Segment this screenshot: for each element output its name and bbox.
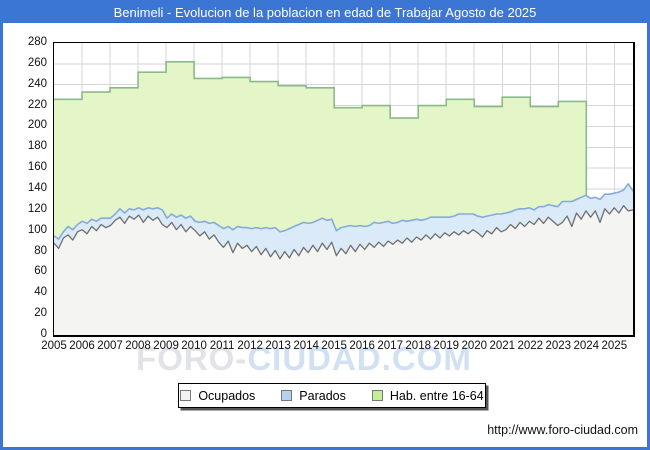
x-axis-tick-label: 2010	[181, 340, 207, 352]
page-title: Benimeli - Evolucion de la poblacion en …	[113, 5, 537, 20]
watermark: FORO-CIUDAD.COM	[136, 340, 472, 378]
x-axis-tick-label: 2024	[573, 340, 600, 352]
x-axis-tick-label: 2015	[321, 340, 347, 352]
x-axis-tick-label: 2019	[433, 340, 460, 352]
watermark-part2: CIUDAD.COM	[247, 340, 472, 377]
x-axis-tick-label: 2016	[349, 340, 375, 352]
legend-swatch-hab	[371, 390, 383, 401]
footer-url: http://www.foro-ciudad.com	[487, 423, 638, 437]
y-axis-tick-label: 40	[34, 286, 47, 299]
chart-canvas	[54, 43, 633, 335]
x-axis-tick-label: 2013	[265, 340, 291, 352]
y-axis-tick-label: 100	[27, 223, 47, 236]
x-axis-tick-label: 2025	[601, 340, 628, 352]
x-axis-tick-label: 2005	[41, 340, 67, 352]
y-axis-tick-label: 60	[34, 265, 47, 278]
x-axis-tick-label: 2012	[237, 340, 263, 352]
y-axis-tick-label: 280	[27, 36, 47, 48]
x-axis-tick-label: 2018	[405, 340, 431, 352]
series-area-ocupados	[54, 205, 633, 335]
y-axis-tick-label: 260	[27, 56, 47, 69]
y-axis-tick-label: 220	[27, 98, 47, 111]
y-axis-tick-label: 20	[34, 307, 47, 320]
x-axis-tick-label: 2006	[69, 340, 95, 352]
y-axis-tick-label: 180	[27, 140, 47, 153]
series-line-hab-16-64	[54, 60, 588, 335]
x-axis-tick-label: 2011	[209, 340, 235, 352]
series-line-parados	[54, 183, 633, 240]
x-axis-tick-label: 2009	[153, 340, 179, 352]
legend-swatch-parados	[281, 390, 293, 401]
title-bar: Benimeli - Evolucion de la poblacion en …	[3, 3, 647, 23]
y-axis-tick-label: 140	[27, 182, 47, 194]
x-axis-tick-label: 2021	[489, 340, 516, 352]
y-axis-tick-label: 120	[27, 202, 47, 215]
y-axis-tick-label: 200	[27, 119, 47, 132]
y-axis-tick-label: 240	[27, 77, 47, 90]
legend-label-ocupados: Ocupados	[198, 388, 256, 403]
x-axis-tick-label: 2023	[545, 340, 572, 352]
legend-item-parados: Parados	[281, 389, 346, 403]
watermark-part1: FORO-	[136, 340, 248, 377]
legend-item-hab: Hab. entre 16-64	[371, 388, 484, 403]
legend-label-hab: Hab. entre 16-64	[389, 388, 484, 403]
x-axis-tick-label: 2007	[97, 340, 123, 352]
legend: Ocupados Parados Hab. entre 16-64	[178, 383, 486, 408]
legend-swatch-ocupados	[180, 390, 192, 401]
x-axis-tick-label: 2020	[461, 340, 488, 352]
x-axis-tick-label: 2014	[293, 340, 319, 352]
legend-item-ocupados: Ocupados	[180, 389, 255, 403]
legend-label-parados: Parados	[299, 388, 346, 403]
series-line-ocupados	[54, 205, 633, 260]
y-axis-tick-label: 0	[40, 328, 47, 340]
y-axis-tick-label: 160	[27, 161, 47, 174]
plot-area	[53, 42, 635, 337]
x-axis-tick-label: 2008	[125, 340, 151, 352]
y-axis-tick-label: 80	[34, 244, 47, 257]
x-axis-tick-label: 2022	[517, 340, 544, 352]
x-axis-tick-label: 2017	[377, 340, 403, 352]
